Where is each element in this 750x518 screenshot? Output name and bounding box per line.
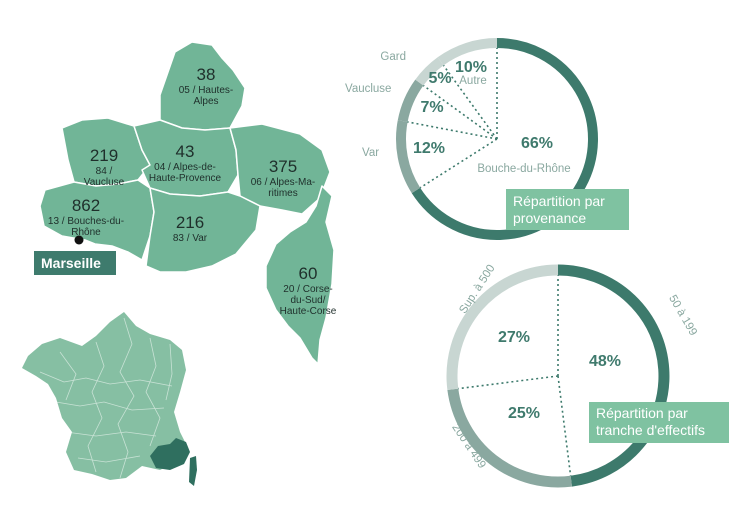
- pie-provenance-ring-1: [396, 120, 421, 194]
- pie-provenance-label-0: Bouche-du-Rhône: [477, 163, 570, 175]
- pie-provenance-pct-0: 66%: [521, 135, 553, 152]
- france-department-lines: [39, 317, 173, 479]
- pie-effectifs-divider-1: [557, 375, 572, 476]
- france-mainland-shape: [22, 312, 188, 480]
- france-highlight-region: [150, 438, 190, 470]
- pie-provenance-divider-4: [442, 64, 498, 140]
- france-inset-map: [22, 312, 197, 486]
- region-map: [39, 41, 335, 365]
- pie-provenance-divider-3: [422, 84, 498, 140]
- region-83-shape: [145, 187, 261, 273]
- caption-provenance-bg: [506, 189, 629, 230]
- pie-provenance-divider-1: [419, 138, 498, 189]
- pie-provenance-pct-1: 12%: [413, 140, 445, 157]
- marseille-dot: [74, 235, 84, 245]
- region-04-name: 04 / Alpes-de-Haute-Provence: [149, 162, 222, 184]
- pie-effectifs-label-0: 50 à 199: [666, 293, 699, 338]
- pie-effectifs-pct-2: 27%: [498, 329, 530, 346]
- region-84-count: 219: [90, 146, 118, 165]
- region-05-name: 05 / Hautes-Alpes: [179, 85, 233, 107]
- corsica-inset-shape: [189, 456, 197, 486]
- region-20-name: 20 / Corse-du-Sud/Haute-Corse: [280, 284, 337, 317]
- pie-provenance-ring-3: [415, 57, 444, 86]
- pie-provenance-pct-2: 7%: [420, 99, 443, 116]
- region-84-name: 84 /Vaucluse: [84, 166, 125, 188]
- pie-provenance-divider-2: [407, 121, 498, 140]
- caption-effectifs-line-2: tranche d'effectifs: [596, 422, 705, 438]
- region-06-name: 06 / Alpes-Ma-ritimes: [251, 177, 315, 199]
- region-05-count: 38: [197, 65, 216, 84]
- region-06-shape: [229, 123, 331, 215]
- pie-provenance-ring-0: [411, 38, 598, 240]
- region-06-count: 375: [269, 157, 297, 176]
- pie-provenance-ring-4: [437, 38, 498, 66]
- pie-provenance-label-2: Vaucluse: [345, 83, 391, 95]
- region-13-shape: [39, 179, 155, 261]
- pie-chart-provenance: 66% Bouche-du-Rhône 12% Var 7% Vaucluse 5% Gard…: [345, 38, 598, 240]
- region-83-name: 83 / Var: [173, 233, 208, 244]
- pie-effectifs-pct-1: 25%: [508, 405, 540, 422]
- pie-provenance-pct-3: 5%: [428, 70, 451, 87]
- caption-provenance-line-2: provenance: [513, 210, 586, 226]
- pie-effectifs-pct-0: 48%: [589, 353, 621, 370]
- pie-provenance-label-4: Autre: [459, 75, 487, 87]
- region-13-count: 862: [72, 196, 100, 215]
- pie-effectifs-ring-2: [446, 264, 559, 390]
- pie-provenance-label-3: Gard: [380, 51, 406, 63]
- region-20-count: 60: [299, 264, 318, 283]
- marseille-tag-bg: [34, 251, 116, 275]
- caption-provenance-line-1: Répartition par: [513, 193, 605, 209]
- pie-effectifs-divider-2: [458, 375, 559, 390]
- region-04-count: 43: [176, 142, 195, 161]
- pie-effectifs-ring-1: [447, 388, 572, 488]
- pie-provenance-pct-4: 10%: [455, 59, 487, 76]
- region-83-count: 216: [176, 213, 204, 232]
- region-13-name: 13 / Bouches-du-Rhône: [48, 216, 124, 238]
- pie-provenance-label-1: Var: [362, 147, 379, 159]
- pie-effectifs-ring-0: [557, 264, 670, 487]
- region-20-shape: [265, 185, 335, 365]
- marseille-label: Marseille: [41, 255, 101, 271]
- caption-effectifs-line-1: Répartition par: [596, 405, 688, 421]
- pie-provenance-ring-2: [397, 79, 424, 123]
- caption-effectifs-bg: [589, 402, 729, 443]
